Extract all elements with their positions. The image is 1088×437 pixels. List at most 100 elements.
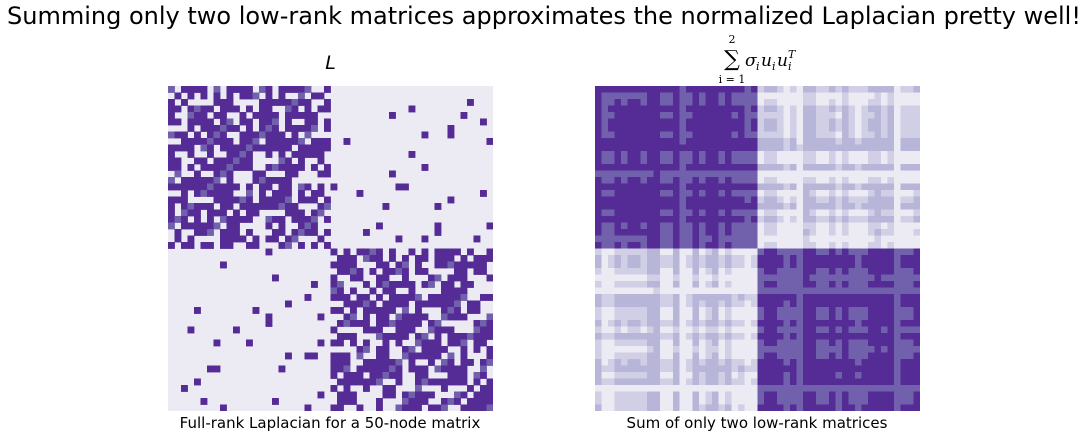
- heatmap-cell: [887, 222, 895, 230]
- heatmap-cell: [881, 255, 888, 262]
- heatmap-cell: [894, 99, 901, 106]
- heatmap-cell: [614, 313, 622, 321]
- heatmap-cell: [881, 229, 888, 236]
- heatmap-cell: [595, 268, 602, 275]
- heatmap-cell: [913, 398, 920, 405]
- heatmap-cell: [595, 313, 602, 321]
- heatmap-cell: [842, 222, 849, 230]
- heatmap-cell: [686, 151, 693, 158]
- heatmap-cell: [887, 144, 895, 152]
- heatmap-cell: [770, 229, 778, 236]
- heatmap-cell: [900, 203, 908, 210]
- heatmap-cell: [447, 300, 455, 308]
- heatmap-cell: [705, 151, 713, 158]
- heatmap-cell: [803, 261, 810, 269]
- heatmap-cell: [415, 378, 422, 386]
- heatmap-cell: [291, 151, 299, 158]
- heatmap-cell: [246, 144, 253, 152]
- heatmap-cell: [725, 404, 732, 411]
- heatmap-cell: [829, 391, 836, 399]
- heatmap-cell: [874, 183, 882, 191]
- heatmap-cell: [790, 385, 797, 392]
- heatmap-cell: [783, 131, 791, 139]
- heatmap-cell: [692, 274, 700, 282]
- heatmap-cell: [764, 326, 771, 334]
- heatmap-cell: [718, 261, 726, 269]
- heatmap-cell: [627, 378, 635, 386]
- heatmap-cell: [809, 339, 817, 347]
- heatmap-cell: [874, 294, 882, 301]
- heatmap-cell: [324, 99, 331, 106]
- heatmap-cell: [634, 170, 641, 178]
- heatmap-cell: [809, 352, 817, 360]
- heatmap-cell: [725, 157, 732, 165]
- heatmap-cell: [822, 183, 830, 191]
- heatmap-cell: [881, 313, 888, 321]
- heatmap-cell: [634, 352, 641, 360]
- heatmap-cell: [686, 177, 693, 184]
- heatmap-cell: [640, 359, 648, 366]
- heatmap-cell: [601, 222, 609, 230]
- heatmap-cell: [350, 255, 357, 262]
- heatmap-cell: [842, 216, 849, 223]
- heatmap-cell: [796, 326, 804, 334]
- heatmap-cell: [751, 359, 758, 366]
- heatmap-cell: [653, 203, 661, 210]
- heatmap-cell: [900, 287, 908, 295]
- heatmap-cell: [751, 118, 758, 126]
- heatmap-cell: [246, 131, 253, 139]
- heatmap-cell: [278, 138, 286, 145]
- heatmap-cell: [640, 216, 648, 223]
- heatmap-cell: [796, 242, 804, 249]
- heatmap-cell: [200, 86, 208, 93]
- heatmap-cell: [790, 144, 797, 152]
- heatmap-cell: [803, 359, 810, 366]
- heatmap-cell: [647, 138, 654, 145]
- heatmap-cell: [460, 352, 468, 360]
- heatmap-cell: [608, 99, 615, 106]
- heatmap-cell: [486, 274, 493, 282]
- heatmap-cell: [634, 320, 641, 327]
- heatmap-cell: [868, 235, 875, 243]
- heatmap-cell: [408, 287, 416, 295]
- heatmap-cell: [673, 216, 680, 223]
- heatmap-cell: [486, 391, 493, 399]
- heatmap-cell: [842, 274, 849, 282]
- heatmap-cell: [894, 307, 901, 314]
- heatmap-cell: [239, 138, 247, 145]
- heatmap-cell: [751, 320, 758, 327]
- heatmap-cell: [614, 170, 622, 178]
- heatmap-cell: [803, 287, 810, 295]
- heatmap-cell: [822, 307, 830, 314]
- heatmap-cell: [881, 339, 888, 347]
- heatmap-cell: [595, 339, 602, 347]
- heatmap-cell: [343, 300, 351, 308]
- heatmap-cell: [835, 196, 843, 204]
- heatmap-cell: [712, 125, 719, 132]
- right-panel-caption: Sum of only two low-rank matrices: [626, 414, 888, 432]
- heatmap-cell: [731, 151, 739, 158]
- heatmap-cell: [796, 216, 804, 223]
- heatmap-cell: [679, 398, 687, 405]
- heatmap-cell: [647, 294, 654, 301]
- heatmap-cell: [447, 398, 455, 405]
- heatmap-cell: [868, 138, 875, 145]
- heatmap-cell: [705, 391, 713, 399]
- heatmap-cell: [415, 365, 422, 373]
- heatmap-cell: [835, 164, 843, 171]
- heatmap-cell: [686, 339, 693, 347]
- heatmap-cell: [887, 209, 895, 217]
- heatmap-cell: [725, 125, 732, 132]
- heatmap-cell: [894, 118, 901, 126]
- heatmap-cell: [881, 346, 888, 353]
- heatmap-cell: [796, 385, 804, 392]
- heatmap-cell: [428, 378, 435, 386]
- heatmap-cell: [486, 333, 493, 340]
- heatmap-cell: [900, 138, 908, 145]
- heatmap-cell: [200, 177, 208, 184]
- heatmap-cell: [304, 105, 312, 113]
- heatmap-cell: [842, 372, 849, 379]
- heatmap-cell: [601, 378, 609, 386]
- heatmap-cell: [725, 99, 732, 106]
- heatmap-cell: [660, 131, 667, 139]
